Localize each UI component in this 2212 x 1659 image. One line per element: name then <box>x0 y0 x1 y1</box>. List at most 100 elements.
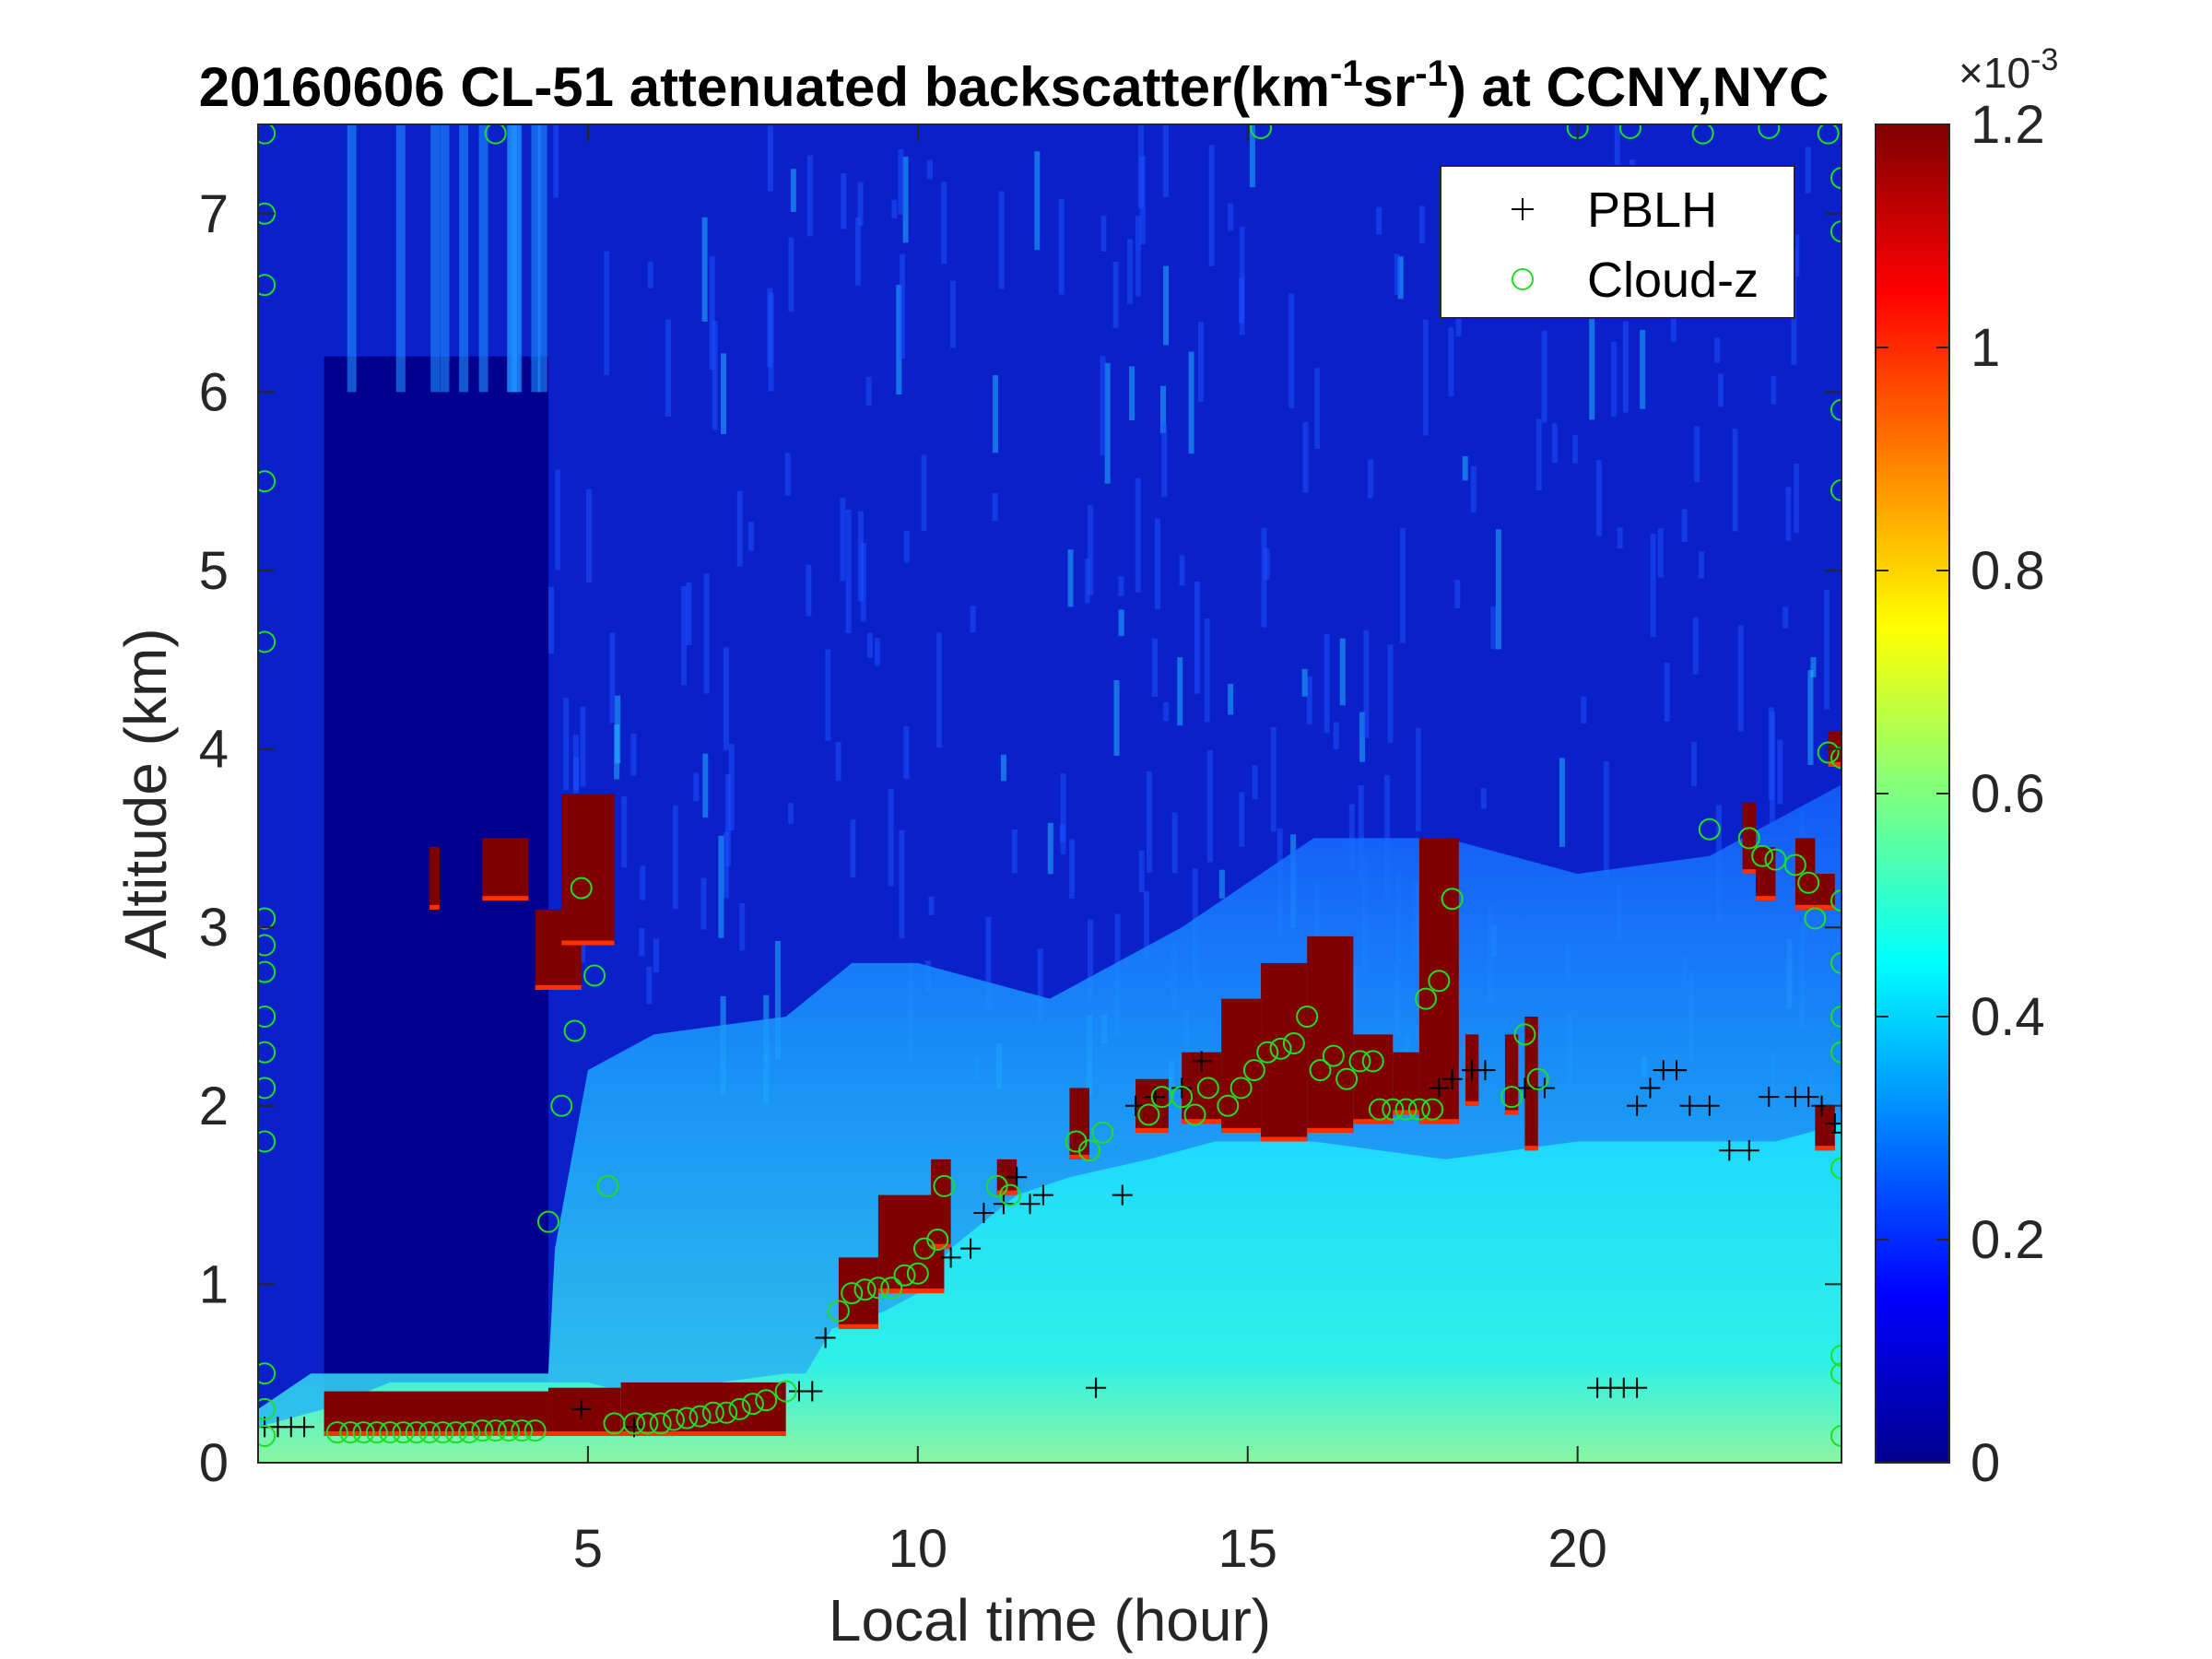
cloud-z-point <box>1830 220 1841 243</box>
colorbar-tick-label: 0.2 <box>1971 1210 2045 1270</box>
pblh-point <box>1738 1140 1759 1161</box>
streak <box>857 182 864 226</box>
streak <box>1622 321 1629 413</box>
cloud-cell-edge <box>535 984 582 990</box>
streak <box>1589 303 1595 420</box>
pblh-point <box>1032 1184 1053 1206</box>
cloud-z-point <box>1500 1086 1524 1109</box>
streak <box>1239 277 1245 324</box>
streak <box>1135 216 1141 297</box>
cloud-z-point <box>649 1412 672 1435</box>
pblh-point <box>1666 1060 1688 1081</box>
pblh-point <box>1831 1122 1841 1143</box>
cloud-cell <box>1815 874 1835 910</box>
streak <box>1197 322 1204 403</box>
cloud-cell <box>1353 1034 1394 1124</box>
cloud-z-point <box>1830 951 1841 974</box>
colorbar: 0 0.2 0.4 0.6 0.8 1 1.2 ×10-3 <box>1875 42 2058 1493</box>
streak <box>395 124 406 393</box>
streak <box>1617 527 1623 548</box>
streak <box>712 321 718 430</box>
pblh-point <box>1699 1095 1720 1116</box>
cloud-z-point <box>258 960 276 983</box>
streak <box>1218 869 1225 899</box>
cloud-cell <box>547 1387 621 1436</box>
cloud-z-markers <box>258 124 1841 1447</box>
cloud-z-point <box>827 1300 850 1323</box>
streak <box>1480 787 1487 809</box>
cloud-z-point <box>339 1421 362 1444</box>
cloud-cell-edge <box>561 940 615 946</box>
x-tick-label: 20 <box>1547 1519 1607 1579</box>
legend-marker-cloud-z <box>1512 268 1534 290</box>
streak <box>1034 151 1041 251</box>
pblh-point <box>940 1247 961 1268</box>
streak <box>1771 376 1777 405</box>
cloud-z-point <box>484 124 507 145</box>
streak <box>903 726 910 779</box>
streak <box>700 877 707 930</box>
streak <box>736 490 743 567</box>
cloud-z-point <box>1382 1098 1405 1121</box>
cloud-z-point <box>1698 818 1721 841</box>
streak <box>1397 256 1404 300</box>
streak <box>609 632 616 724</box>
cloud-cell-edge <box>1815 904 1835 910</box>
legend-label-pblh: PBLH <box>1587 182 1717 238</box>
pblh-point <box>1006 1167 1028 1188</box>
cloud-cell-edge <box>1755 896 1776 901</box>
colorbar-tick-label: 0.4 <box>1971 987 2045 1047</box>
streak <box>896 284 902 394</box>
streak <box>665 319 672 418</box>
cloud-z-point <box>853 1278 877 1301</box>
streak <box>1163 265 1170 346</box>
streak <box>1448 327 1454 396</box>
streak <box>935 632 942 747</box>
cloud-z-point <box>471 1419 494 1442</box>
y-tick-label: 3 <box>199 898 229 958</box>
streak <box>1159 385 1166 433</box>
pblh-point <box>1627 1095 1648 1116</box>
cloud-z-point <box>325 1421 348 1444</box>
streak <box>721 353 727 434</box>
colorbar-tick-label: 1 <box>1971 318 2000 378</box>
cloud-z-point <box>258 907 276 930</box>
streak <box>640 865 646 900</box>
cloud-z-point <box>1256 1041 1279 1064</box>
streak <box>1376 206 1382 235</box>
streak <box>1614 124 1620 193</box>
cloud-z-point <box>258 124 276 145</box>
cloud-cell-edge <box>547 1430 621 1436</box>
streak <box>1640 330 1646 409</box>
cloud-z-point <box>1737 827 1760 850</box>
axes-box <box>257 124 1842 1464</box>
streak <box>1462 456 1468 481</box>
cloud-cell-edge <box>482 896 529 901</box>
pblh-point <box>973 1202 994 1223</box>
cloud-z-point <box>1830 1344 1841 1367</box>
streak <box>614 724 620 780</box>
cloud-z-point <box>1171 1086 1194 1109</box>
cloud-z-point <box>570 877 593 900</box>
streak <box>1572 434 1579 464</box>
cloud-z-point <box>258 1362 276 1385</box>
streak <box>1581 696 1587 724</box>
cloud-z-point <box>1250 124 1273 139</box>
streak <box>1714 337 1721 363</box>
streak <box>512 124 523 393</box>
cloud-z-point <box>258 1397 276 1420</box>
pblh-point <box>802 1381 823 1402</box>
cloud-z-point <box>1137 1103 1160 1126</box>
streak <box>1368 459 1374 499</box>
streak <box>1069 839 1076 900</box>
streak <box>1314 368 1321 450</box>
streak <box>681 585 688 686</box>
y-axis-label: Altitude (km) <box>112 628 179 959</box>
streak <box>1418 206 1425 244</box>
streak <box>1551 423 1558 464</box>
streak <box>647 261 653 288</box>
streak <box>693 772 700 802</box>
colorbar-tick-label: 0 <box>1971 1433 2000 1493</box>
cloud-cell-edge <box>1135 1127 1169 1133</box>
streak <box>573 757 580 791</box>
